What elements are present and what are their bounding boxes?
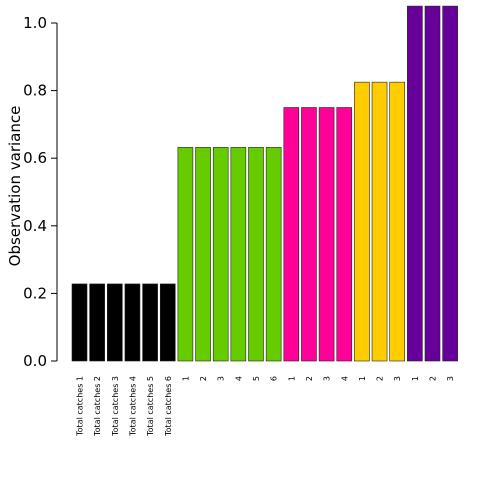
bar: [283, 107, 300, 362]
bars-layer: [71, 5, 458, 362]
x-tick-label: 1: [411, 376, 420, 381]
x-tick-label: Total catches 3: [111, 376, 120, 437]
bar: [301, 107, 317, 362]
x-tick-label: 4: [340, 376, 349, 381]
bar: [230, 147, 247, 362]
x-tick-label: 5: [252, 376, 261, 381]
bar: [442, 5, 458, 362]
x-tick-label: 1: [181, 376, 190, 381]
bar: [265, 147, 282, 362]
bar: [371, 81, 388, 362]
bar: [177, 147, 194, 362]
bar: [212, 147, 229, 362]
x-axis-labels: Total catches 1 Total catches 2 Total catc…: [76, 376, 456, 437]
bar: [389, 81, 406, 362]
bar: [142, 283, 158, 362]
x-tick-label: 2: [376, 376, 385, 381]
x-tick-label: Total catches 1: [76, 376, 85, 437]
x-tick-label: 2: [305, 376, 314, 381]
bar: [318, 107, 335, 362]
y-axis-title: Observation variance: [6, 106, 24, 267]
x-tick-label: 6: [270, 376, 279, 381]
y-tick-label: 0.2: [23, 284, 47, 302]
bar: [354, 81, 370, 362]
x-tick-label: Total catches 2: [93, 376, 102, 437]
bar: [159, 283, 176, 362]
bar: [407, 5, 423, 362]
x-tick-label: 2: [199, 376, 208, 381]
bar: [107, 283, 123, 362]
bar: [336, 107, 353, 362]
y-axis: 0.0 0.2 0.4 0.6 0.8 1.0: [23, 14, 58, 370]
x-tick-label: Total catches 5: [146, 376, 155, 437]
bar: [89, 283, 105, 362]
x-tick-label: Total catches 6: [164, 376, 173, 437]
y-tick-label: 0.8: [23, 82, 47, 100]
x-tick-label: 3: [393, 376, 402, 381]
bar: [195, 147, 211, 362]
x-tick-label: 3: [323, 376, 332, 381]
x-tick-label: Total catches 4: [128, 376, 137, 437]
y-tick-label: 0.6: [23, 149, 47, 167]
y-tick-label: 0.4: [23, 217, 47, 235]
y-tick-label: 1.0: [23, 14, 47, 32]
x-tick-label: 4: [234, 376, 243, 381]
bar: [124, 283, 141, 362]
bar: [424, 5, 441, 362]
x-tick-label: 2: [429, 376, 438, 381]
x-tick-label: 3: [217, 376, 226, 381]
x-tick-label: 1: [358, 376, 367, 381]
bar: [71, 283, 88, 362]
x-tick-label: 3: [446, 376, 455, 381]
bar: [248, 147, 264, 362]
x-tick-label: 1: [287, 376, 296, 381]
y-tick-label: 0.0: [23, 352, 47, 370]
